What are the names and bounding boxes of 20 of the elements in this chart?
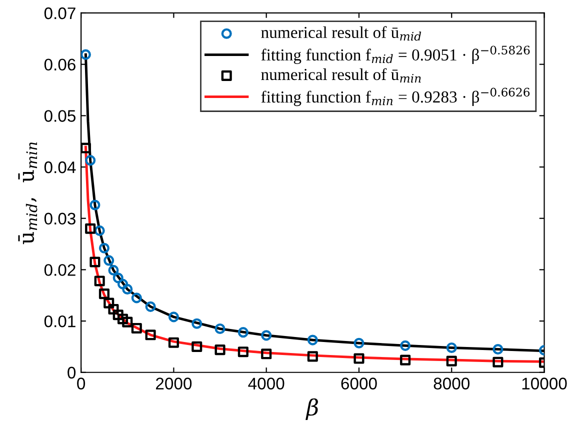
- y-tick-label: 0.02: [44, 264, 76, 276]
- legend-label: fitting function f$_{mid}$ = 0.9051 · β$^{−0.5826}$: [261, 46, 530, 64]
- y-tick-label: 0.06: [44, 58, 76, 71]
- legend-label: numerical result of ū$_{min}$: [261, 68, 421, 83]
- x-tick-label: 8000: [434, 378, 470, 390]
- legend-label: fitting function f$_{min}$ = 0.9283 · β$^{−0.6626}$: [261, 88, 530, 106]
- x-tick-label: 2000: [156, 378, 192, 390]
- y-tick-label: 0.03: [44, 212, 76, 225]
- y-tick-label: 0.05: [44, 110, 76, 122]
- y-tick-label: 0: [68, 366, 76, 379]
- y-tick-label: 0.01: [44, 315, 76, 328]
- x-axis-title: β: [306, 398, 318, 420]
- x-tick-label: 4000: [248, 378, 284, 390]
- x-tick-label: 10000: [522, 378, 567, 390]
- legend-label: numerical result of ū$_{mid}$: [261, 26, 422, 41]
- y-axis-title: ū$_{mid}$, ū$_{min}$: [18, 142, 38, 244]
- y-tick-label: 0.07: [44, 7, 76, 20]
- x-tick-label: 0: [77, 378, 86, 390]
- x-tick-label: 6000: [341, 378, 377, 390]
- y-tick-label: 0.04: [44, 161, 76, 174]
